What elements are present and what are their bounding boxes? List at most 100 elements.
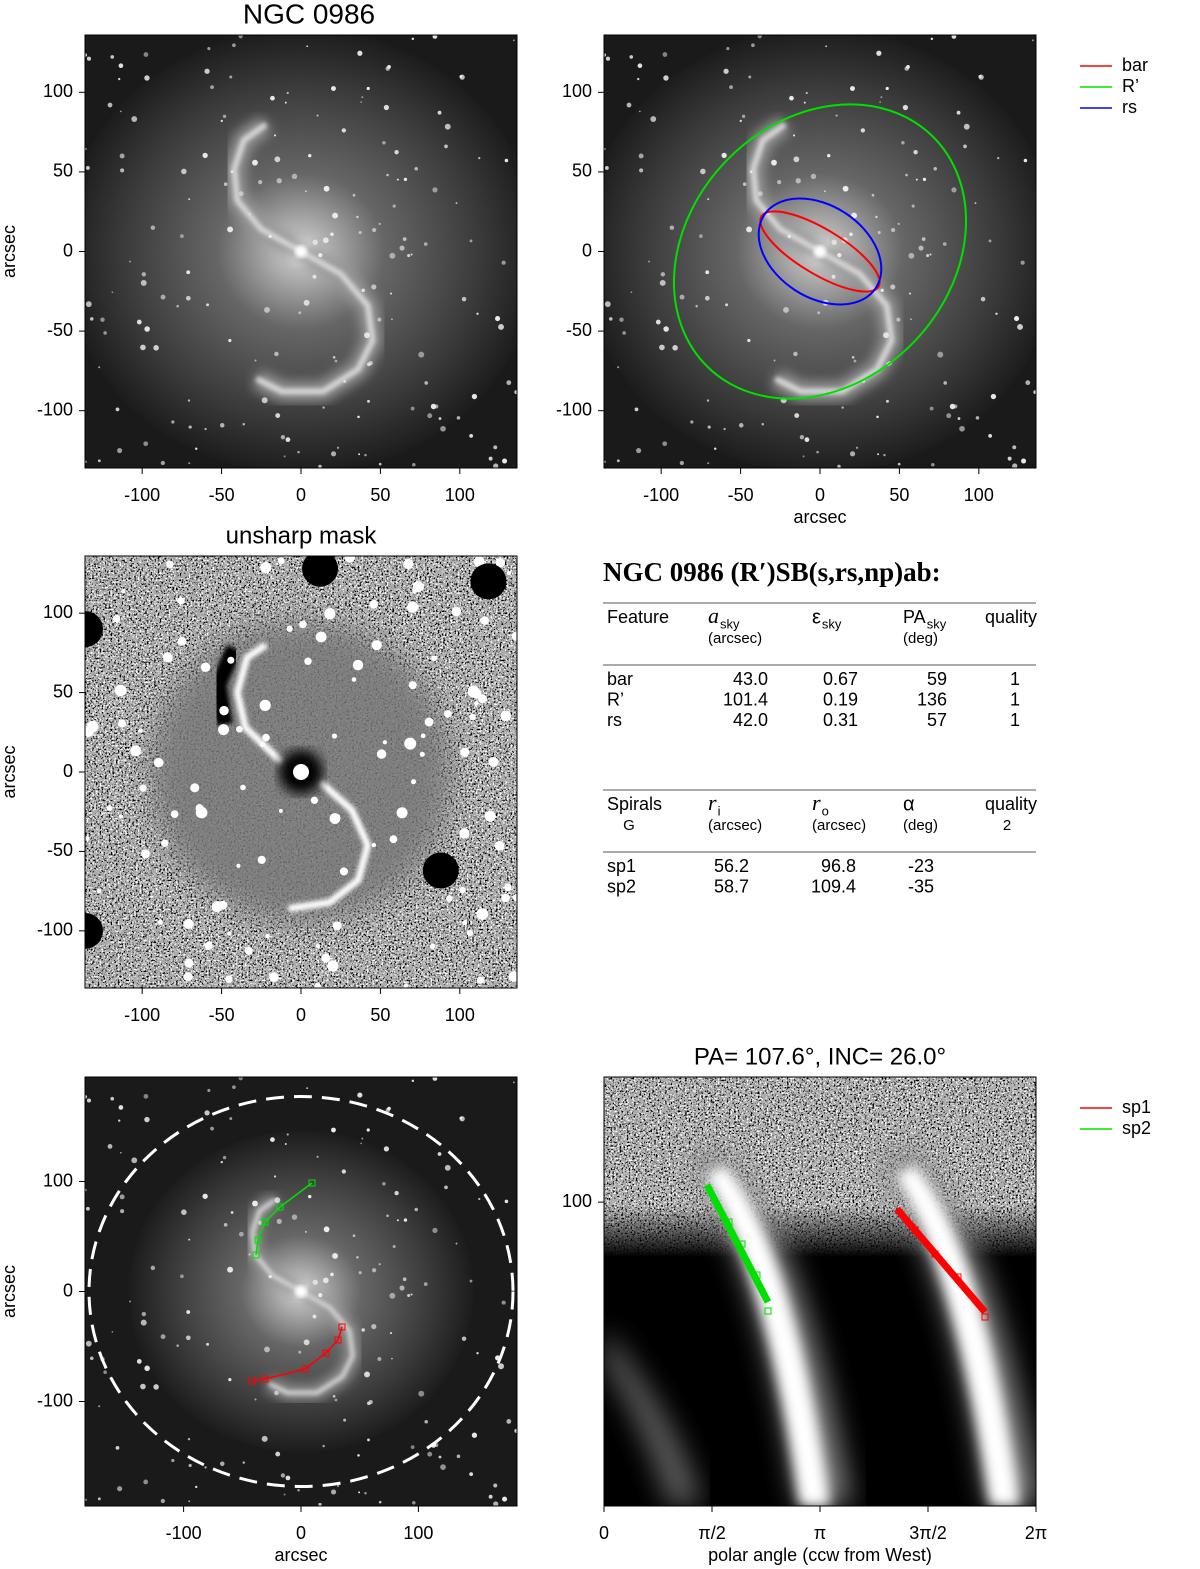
star — [427, 1451, 433, 1457]
trace-point — [308, 1179, 316, 1187]
star — [270, 1137, 275, 1142]
star — [180, 1274, 184, 1279]
star — [410, 1293, 413, 1296]
panel-title: unsharp mask — [226, 522, 378, 549]
star — [222, 1155, 227, 1160]
star — [723, 68, 729, 74]
star — [501, 260, 506, 265]
star — [176, 1344, 179, 1347]
star — [424, 1419, 429, 1424]
trace-point — [248, 1377, 256, 1385]
star — [332, 355, 336, 359]
star — [412, 581, 424, 593]
y-tick-label: -100 — [37, 1390, 73, 1410]
star — [930, 37, 934, 41]
star — [332, 921, 342, 931]
star — [493, 463, 499, 468]
star — [274, 156, 281, 163]
star — [176, 304, 179, 308]
star — [248, 1253, 251, 1256]
star — [177, 597, 185, 605]
star — [432, 1077, 438, 1081]
star — [204, 68, 210, 74]
star — [963, 123, 970, 130]
star — [144, 1116, 150, 1123]
star — [506, 380, 512, 386]
column-header-sub: i — [718, 803, 721, 818]
column-header-sub: sky — [720, 616, 740, 631]
star — [403, 1218, 408, 1222]
star — [386, 1214, 389, 1217]
star — [336, 1484, 340, 1488]
x-tick-label: π/2 — [698, 1523, 725, 1543]
star — [444, 1185, 448, 1190]
star — [787, 234, 791, 239]
star — [119, 1151, 122, 1154]
star — [330, 1272, 334, 1277]
fit-point — [764, 1307, 772, 1315]
star — [360, 101, 362, 103]
star — [493, 1501, 499, 1506]
star — [322, 406, 325, 409]
star — [248, 212, 251, 216]
star — [129, 1300, 132, 1303]
star — [366, 1128, 370, 1132]
y-tick-label: -100 — [556, 399, 592, 419]
star — [341, 128, 347, 133]
star — [637, 77, 640, 81]
star — [432, 187, 438, 193]
star — [831, 274, 836, 279]
star — [849, 451, 856, 457]
star — [312, 1314, 317, 1319]
x-tick-label: 2π — [1025, 1523, 1047, 1543]
star — [144, 326, 150, 332]
star — [352, 193, 356, 197]
arm — [233, 641, 285, 765]
star — [111, 291, 114, 294]
star — [891, 227, 896, 233]
star — [238, 1077, 243, 1081]
star — [107, 102, 113, 108]
column-header: a — [708, 603, 719, 628]
star — [129, 260, 132, 263]
star — [817, 311, 821, 315]
x-tick-label: 3π/2 — [909, 1523, 946, 1543]
fit-point — [981, 1313, 989, 1321]
y-axis-label: arcsec — [0, 225, 19, 278]
star — [906, 65, 910, 69]
star — [504, 158, 509, 163]
star — [767, 212, 770, 216]
star — [757, 191, 763, 197]
star — [915, 178, 918, 181]
star — [835, 114, 838, 117]
star — [223, 182, 228, 186]
star — [905, 173, 908, 177]
star — [429, 943, 436, 950]
star — [389, 252, 396, 259]
star — [459, 74, 465, 80]
star — [410, 1445, 415, 1450]
star — [153, 757, 164, 768]
star — [488, 756, 499, 767]
star — [141, 272, 147, 277]
star — [228, 1378, 232, 1382]
table-cell: 57 — [927, 710, 947, 730]
star — [412, 1501, 416, 1505]
star — [455, 202, 458, 205]
star — [206, 1342, 210, 1346]
star — [157, 919, 163, 925]
x-tick-label: -100 — [124, 1005, 160, 1025]
star — [118, 77, 121, 81]
star — [238, 1231, 244, 1237]
x-tick-label: 100 — [964, 485, 994, 505]
star — [361, 1137, 364, 1140]
star — [406, 601, 419, 613]
star — [291, 1214, 298, 1220]
star — [672, 345, 678, 351]
star — [392, 1244, 396, 1249]
star — [259, 699, 271, 712]
star — [85, 53, 88, 57]
star — [260, 562, 272, 574]
star — [352, 1234, 356, 1238]
star — [883, 453, 886, 457]
